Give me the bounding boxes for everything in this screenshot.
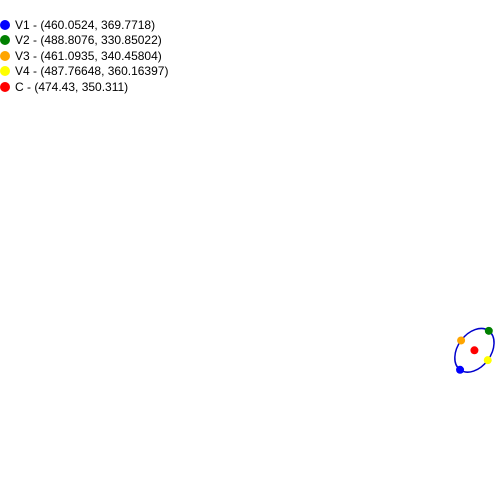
legend-item: V4 - (487.76648, 360.16397)	[0, 64, 168, 80]
legend-item: C - (474.43, 350.311)	[0, 79, 168, 95]
center-c-point	[470, 346, 479, 355]
legend: V1 - (460.0524, 369.7718) V2 - (488.8076,…	[0, 17, 168, 95]
legend-label: V2 - (488.8076, 330.85022)	[15, 33, 162, 48]
yellow-dot-icon	[0, 66, 10, 77]
legend-label: V3 - (461.0935, 340.45804)	[15, 48, 162, 63]
orange-dot-icon	[0, 50, 10, 61]
legend-item: V2 - (488.8076, 330.85022)	[0, 33, 168, 49]
legend-item: V3 - (461.0935, 340.45804)	[0, 48, 168, 64]
legend-label: V4 - (487.76648, 360.16397)	[15, 64, 169, 79]
vertex-v2-point	[484, 326, 493, 335]
green-dot-icon	[0, 35, 10, 46]
legend-item: V1 - (460.0524, 369.7718)	[0, 17, 168, 33]
legend-label: V1 - (460.0524, 369.7718)	[15, 17, 156, 32]
vertex-v1-point	[456, 365, 465, 374]
legend-label: C - (474.43, 350.311)	[15, 79, 129, 94]
red-dot-icon	[0, 81, 10, 92]
blue-dot-icon	[0, 19, 10, 30]
covertex-v4-point	[483, 356, 492, 365]
covertex-v3-point	[457, 336, 466, 345]
